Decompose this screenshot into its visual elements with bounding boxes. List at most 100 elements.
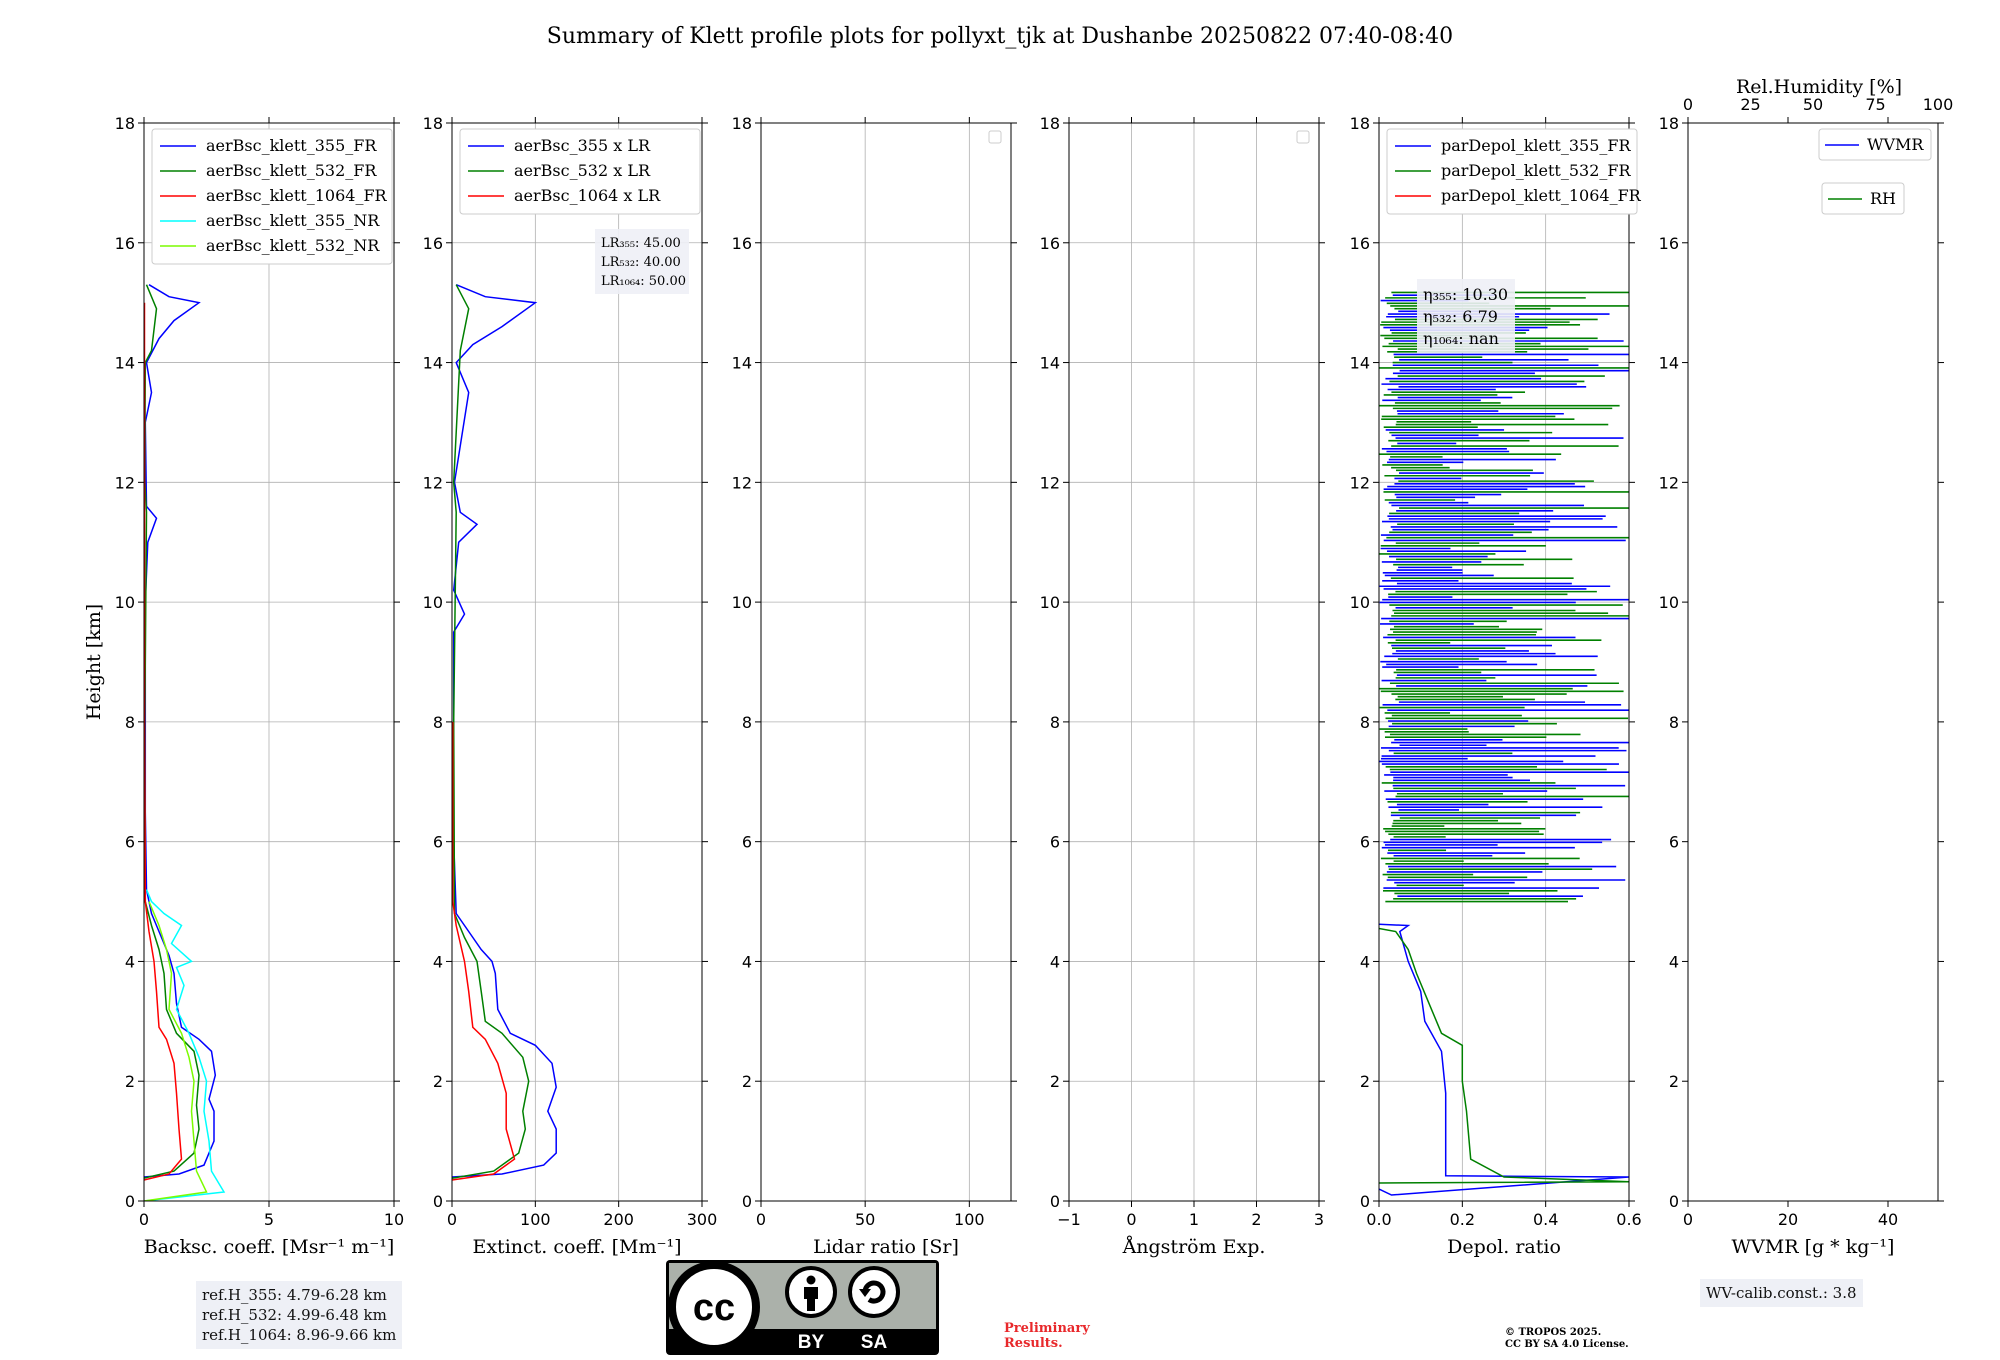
x2-tick-label: 100 bbox=[1923, 95, 1954, 114]
y-tick-label: 0 bbox=[125, 1192, 135, 1211]
legend-label: aerBsc_klett_532_NR bbox=[206, 236, 380, 255]
figure-title: Summary of Klett profile plots for polly… bbox=[547, 24, 1453, 49]
license-by-label: BY bbox=[798, 1332, 825, 1353]
plot-area bbox=[144, 284, 226, 1201]
legend-label: RH bbox=[1870, 189, 1896, 208]
y-tick-label: 10 bbox=[732, 593, 752, 612]
y-tick-label: 16 bbox=[1659, 234, 1679, 253]
legend-label: parDepol_klett_355_FR bbox=[1441, 136, 1632, 155]
legend: parDepol_klett_355_FR parDepol_klett_532_… bbox=[1386, 128, 1642, 215]
series-line-4 bbox=[144, 889, 226, 1201]
x-tick-label: 3 bbox=[1314, 1210, 1324, 1229]
x-tick-label: 20 bbox=[1778, 1210, 1798, 1229]
series-line-2 bbox=[1379, 927, 1629, 1184]
y-tick-label: 0 bbox=[742, 1192, 752, 1211]
annotation-line: η₁₀₆₄: nan bbox=[1423, 329, 1499, 348]
x2-axis-label: Rel.Humidity [%] bbox=[1736, 76, 1902, 98]
y-tick-label: 0 bbox=[1360, 1192, 1370, 1211]
y-tick-label: 4 bbox=[742, 952, 752, 971]
series-line-1 bbox=[1379, 923, 1629, 1196]
y-tick-label: 2 bbox=[1360, 1072, 1370, 1091]
legend-box bbox=[1386, 128, 1638, 215]
annotation-line: η₃₅₅: 10.30 bbox=[1423, 285, 1508, 304]
cc-icon: cc bbox=[668, 1261, 760, 1353]
y-tick-label: 16 bbox=[732, 234, 752, 253]
x2-tick-label: 0 bbox=[1683, 95, 1693, 114]
y-tick-label: 16 bbox=[115, 234, 135, 253]
y-tick-label: 8 bbox=[1050, 713, 1060, 732]
refh-355: ref.H_355: 4.79-6.28 km bbox=[202, 1286, 387, 1304]
annotation-background bbox=[595, 229, 689, 294]
y-tick-label: 18 bbox=[1040, 114, 1060, 133]
y-tick-label: 12 bbox=[1350, 473, 1370, 492]
y-tick-label: 8 bbox=[433, 713, 443, 732]
annotation-line: η₅₃₂: 6.79 bbox=[1423, 307, 1498, 326]
y-tick-label: 10 bbox=[1350, 593, 1370, 612]
y-tick-label: 8 bbox=[125, 713, 135, 732]
x-tick-label: 2 bbox=[1251, 1210, 1261, 1229]
series-line-2 bbox=[452, 284, 530, 1179]
y-tick-label: 0 bbox=[433, 1192, 443, 1211]
y-tick-label: 2 bbox=[433, 1072, 443, 1091]
legend-label: parDepol_klett_1064_FR bbox=[1441, 186, 1642, 205]
y-tick-label: 2 bbox=[1669, 1072, 1679, 1091]
y-tick-label: 18 bbox=[423, 114, 443, 133]
y-tick-label: 8 bbox=[1669, 713, 1679, 732]
annotation-box: η₃₅₅: 10.30 η₅₃₂: 6.79 η₁₀₆₄: nan bbox=[1417, 279, 1515, 353]
y-tick-label: 10 bbox=[1659, 593, 1679, 612]
y-tick-label: 6 bbox=[1050, 833, 1060, 852]
legend-label: aerBsc_klett_355_NR bbox=[206, 211, 380, 230]
y-tick-label: 8 bbox=[742, 713, 752, 732]
copyright-line-1: © TROPOS 2025. bbox=[1505, 1327, 1602, 1338]
x-tick-label: 0.4 bbox=[1533, 1210, 1558, 1229]
series-line-5 bbox=[144, 901, 208, 1201]
wv-calib-const: WV-calib.const.: 3.8 bbox=[1706, 1284, 1857, 1302]
series-line-3 bbox=[144, 302, 183, 1181]
y-tick-label: 12 bbox=[1659, 473, 1679, 492]
y-tick-label: 14 bbox=[732, 354, 752, 373]
x2-tick-label: 50 bbox=[1803, 95, 1823, 114]
y-tick-label: 6 bbox=[125, 833, 135, 852]
annotation-background bbox=[1417, 279, 1515, 353]
y-tick-label: 2 bbox=[1050, 1072, 1060, 1091]
x-tick-label: 100 bbox=[954, 1210, 985, 1229]
y-tick-label: 2 bbox=[125, 1072, 135, 1091]
x2-tick-label: 75 bbox=[1865, 95, 1885, 114]
plot-area bbox=[1379, 291, 1629, 1196]
series-line-1 bbox=[452, 284, 557, 1178]
legend: aerBsc_355 x LR aerBsc_532 x LR aerBsc_106… bbox=[459, 128, 701, 215]
y-tick-label: 14 bbox=[1350, 354, 1370, 373]
legend-box bbox=[151, 128, 393, 265]
annotation-line: LR₅₃₂: 40.00 bbox=[601, 255, 681, 270]
y-tick-label: 14 bbox=[115, 354, 135, 373]
legend-label: aerBsc_klett_532_FR bbox=[206, 161, 377, 180]
y-tick-label: 18 bbox=[1659, 114, 1679, 133]
y-tick-label: 6 bbox=[433, 833, 443, 852]
svg-text:cc: cc bbox=[693, 1287, 735, 1329]
license-sa-label: SA bbox=[861, 1332, 888, 1353]
refh-532: ref.H_532: 4.99-6.48 km bbox=[202, 1306, 387, 1324]
y-tick-label: 0 bbox=[1669, 1192, 1679, 1211]
axes-frame bbox=[1687, 122, 1939, 1202]
refh-1064: ref.H_1064: 8.96-9.66 km bbox=[202, 1326, 397, 1344]
chart-panel-5: 0 2 4 6 8 10 12 14 16 18 0.0 0.2 0.4 0.6 Depol. ratio p… bbox=[1350, 114, 1642, 1258]
x-tick-label: 100 bbox=[520, 1210, 551, 1229]
legend-label: parDepol_klett_532_FR bbox=[1441, 161, 1632, 180]
x-tick-label: 300 bbox=[687, 1210, 718, 1229]
axes-frame bbox=[760, 122, 1012, 1202]
x-tick-label: 0 bbox=[756, 1210, 766, 1229]
plot-area bbox=[452, 284, 557, 1181]
y-tick-label: 6 bbox=[742, 833, 752, 852]
copyright-note: © TROPOS 2025. CC BY SA 4.0 License. bbox=[1505, 1327, 1629, 1351]
empty-legend-box bbox=[988, 130, 1002, 144]
x-axis-label: Lidar ratio [Sr] bbox=[813, 1236, 959, 1258]
legend-label: aerBsc_klett_1064_FR bbox=[206, 186, 388, 205]
x-tick-label: −1 bbox=[1057, 1210, 1081, 1229]
y-tick-label: 4 bbox=[125, 952, 135, 971]
x-tick-label: 0 bbox=[139, 1210, 149, 1229]
empty-legend-box bbox=[1296, 130, 1310, 144]
x-axis-label: WVMR [g * kg⁻¹] bbox=[1732, 1236, 1895, 1258]
